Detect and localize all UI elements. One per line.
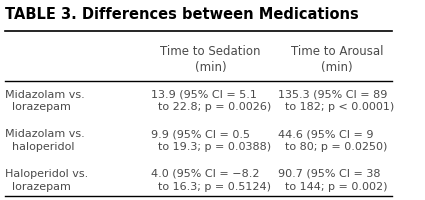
Text: Time to Arousal
(min): Time to Arousal (min): [291, 45, 383, 74]
Text: 4.0 (95% CI = −8.2
  to 16.3; p = 0.5124): 4.0 (95% CI = −8.2 to 16.3; p = 0.5124): [151, 168, 271, 191]
Text: Midazolam vs.
  haloperidol: Midazolam vs. haloperidol: [6, 129, 85, 151]
Text: Time to Sedation
(min): Time to Sedation (min): [160, 45, 261, 74]
Text: 135.3 (95% CI = 89
  to 182; p < 0.0001): 135.3 (95% CI = 89 to 182; p < 0.0001): [278, 89, 394, 112]
Text: 13.9 (95% CI = 5.1
  to 22.8; p = 0.0026): 13.9 (95% CI = 5.1 to 22.8; p = 0.0026): [151, 89, 272, 112]
Text: 9.9 (95% CI = 0.5
  to 19.3; p = 0.0388): 9.9 (95% CI = 0.5 to 19.3; p = 0.0388): [151, 129, 272, 151]
Text: Haloperidol vs.
  lorazepam: Haloperidol vs. lorazepam: [6, 168, 88, 191]
Text: Midazolam vs.
  lorazepam: Midazolam vs. lorazepam: [6, 89, 85, 112]
Text: TABLE 3. Differences between Medications: TABLE 3. Differences between Medications: [6, 7, 359, 22]
Text: 90.7 (95% CI = 38
  to 144; p = 0.002): 90.7 (95% CI = 38 to 144; p = 0.002): [278, 168, 387, 191]
Text: 44.6 (95% CI = 9
  to 80; p = 0.0250): 44.6 (95% CI = 9 to 80; p = 0.0250): [278, 129, 387, 151]
